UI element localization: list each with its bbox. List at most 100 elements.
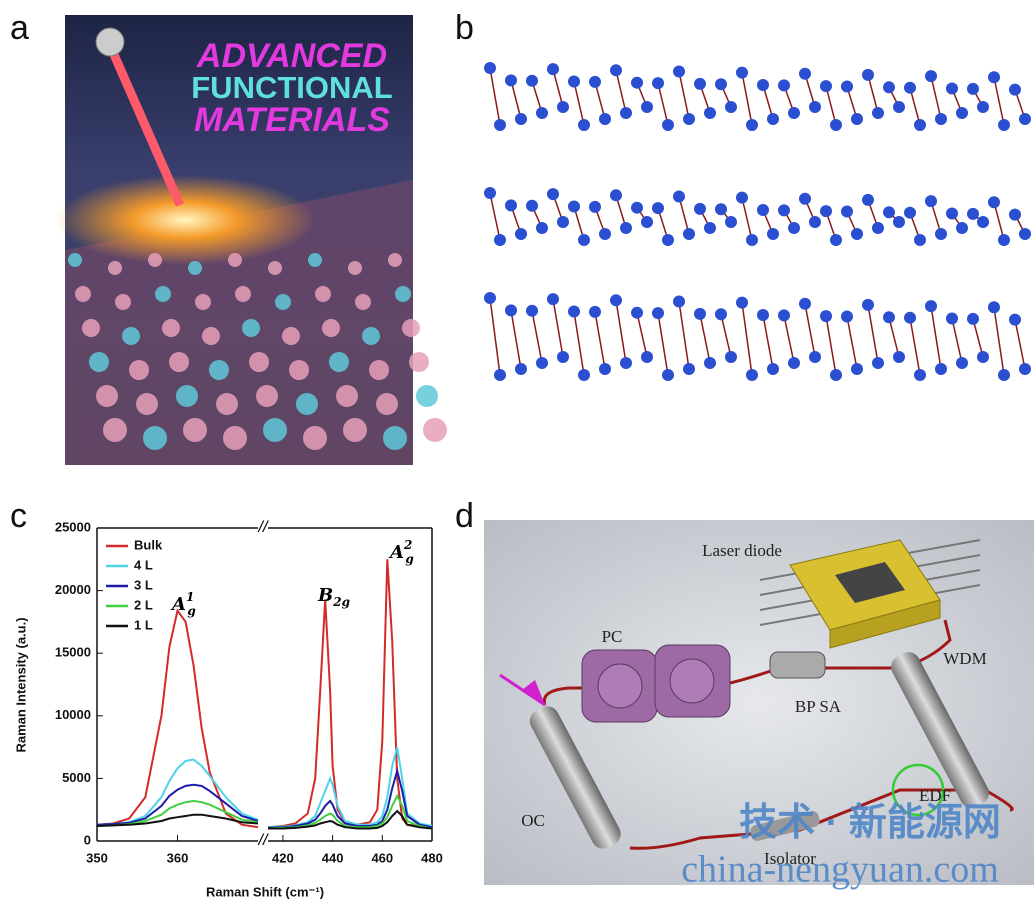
atom bbox=[296, 393, 318, 415]
atom bbox=[610, 294, 622, 306]
bond bbox=[490, 68, 500, 125]
component-label: PC bbox=[602, 627, 623, 646]
panel-b bbox=[484, 62, 1031, 381]
component-label: WDM bbox=[943, 649, 986, 668]
atom bbox=[620, 107, 632, 119]
bond bbox=[658, 83, 668, 125]
bond bbox=[616, 70, 626, 113]
atom bbox=[578, 369, 590, 381]
atom bbox=[704, 357, 716, 369]
bond bbox=[931, 76, 941, 119]
atom bbox=[228, 253, 242, 267]
atom bbox=[383, 426, 407, 450]
atom bbox=[315, 286, 331, 302]
atom bbox=[988, 301, 1000, 313]
atom bbox=[136, 393, 158, 415]
atom bbox=[704, 222, 716, 234]
laser-head bbox=[96, 28, 124, 56]
bond bbox=[574, 312, 584, 375]
atom bbox=[89, 352, 109, 372]
atom bbox=[736, 192, 748, 204]
atom bbox=[557, 351, 569, 363]
atom bbox=[946, 207, 958, 219]
atom bbox=[862, 194, 874, 206]
legend-label: 4 L bbox=[134, 557, 153, 572]
atom bbox=[536, 222, 548, 234]
atom bbox=[505, 304, 517, 316]
y-tick-label: 5000 bbox=[62, 770, 91, 785]
peak-annotation: B2g bbox=[317, 585, 350, 609]
atom bbox=[589, 201, 601, 213]
bond bbox=[637, 313, 647, 357]
watermark: china-nengyuan.com bbox=[681, 849, 999, 891]
atom bbox=[935, 363, 947, 375]
atom bbox=[423, 418, 447, 442]
atom bbox=[851, 113, 863, 125]
atom bbox=[1019, 228, 1031, 240]
bond bbox=[910, 318, 920, 375]
component-label: BP SA bbox=[795, 697, 842, 716]
atom bbox=[143, 426, 167, 450]
atom bbox=[673, 190, 685, 202]
atom bbox=[767, 228, 779, 240]
atom bbox=[505, 74, 517, 86]
atom bbox=[348, 261, 362, 275]
atom bbox=[998, 369, 1010, 381]
atom bbox=[841, 81, 853, 93]
atom bbox=[308, 253, 322, 267]
figure: ADVANCEDFUNCTIONALMATERIALS Laser diodeP… bbox=[0, 0, 1034, 900]
atom bbox=[599, 228, 611, 240]
atom bbox=[484, 187, 496, 199]
atom bbox=[1009, 314, 1021, 326]
atom bbox=[904, 207, 916, 219]
series-line bbox=[97, 611, 258, 828]
atom bbox=[355, 294, 371, 310]
atom bbox=[162, 319, 180, 337]
atom bbox=[914, 119, 926, 131]
atom bbox=[329, 352, 349, 372]
axis-break: // bbox=[258, 832, 269, 849]
atom bbox=[547, 188, 559, 200]
atom bbox=[694, 78, 706, 90]
atom bbox=[893, 101, 905, 113]
bond bbox=[784, 315, 794, 363]
atom bbox=[568, 76, 580, 88]
atom bbox=[652, 77, 664, 89]
atom bbox=[148, 253, 162, 267]
atom bbox=[568, 201, 580, 213]
atom bbox=[526, 305, 538, 317]
y-axis-label: Raman Intensity (a.u.) bbox=[13, 617, 28, 752]
atom bbox=[830, 119, 842, 131]
atom bbox=[809, 216, 821, 228]
atom bbox=[195, 294, 211, 310]
atom bbox=[1019, 113, 1031, 125]
atom bbox=[515, 363, 527, 375]
atom bbox=[183, 418, 207, 442]
atom bbox=[725, 216, 737, 228]
atom bbox=[620, 222, 632, 234]
bond bbox=[595, 312, 605, 369]
atom bbox=[547, 63, 559, 75]
atom bbox=[402, 319, 420, 337]
atom bbox=[799, 68, 811, 80]
atom bbox=[1009, 209, 1021, 221]
atom bbox=[809, 351, 821, 363]
atom bbox=[946, 312, 958, 324]
atom bbox=[484, 292, 496, 304]
panel-a: ADVANCEDFUNCTIONALMATERIALS bbox=[55, 15, 447, 465]
atom bbox=[767, 363, 779, 375]
atom bbox=[935, 113, 947, 125]
atom bbox=[343, 418, 367, 442]
atom bbox=[736, 67, 748, 79]
atom bbox=[599, 363, 611, 375]
atom bbox=[557, 101, 569, 113]
atom bbox=[935, 228, 947, 240]
atom bbox=[169, 352, 189, 372]
atom bbox=[336, 385, 358, 407]
atom bbox=[904, 82, 916, 94]
atom bbox=[494, 369, 506, 381]
atom bbox=[746, 119, 758, 131]
annotation-sub: 2g bbox=[332, 595, 350, 609]
annotation-sub: g bbox=[405, 552, 413, 566]
atom bbox=[289, 360, 309, 380]
